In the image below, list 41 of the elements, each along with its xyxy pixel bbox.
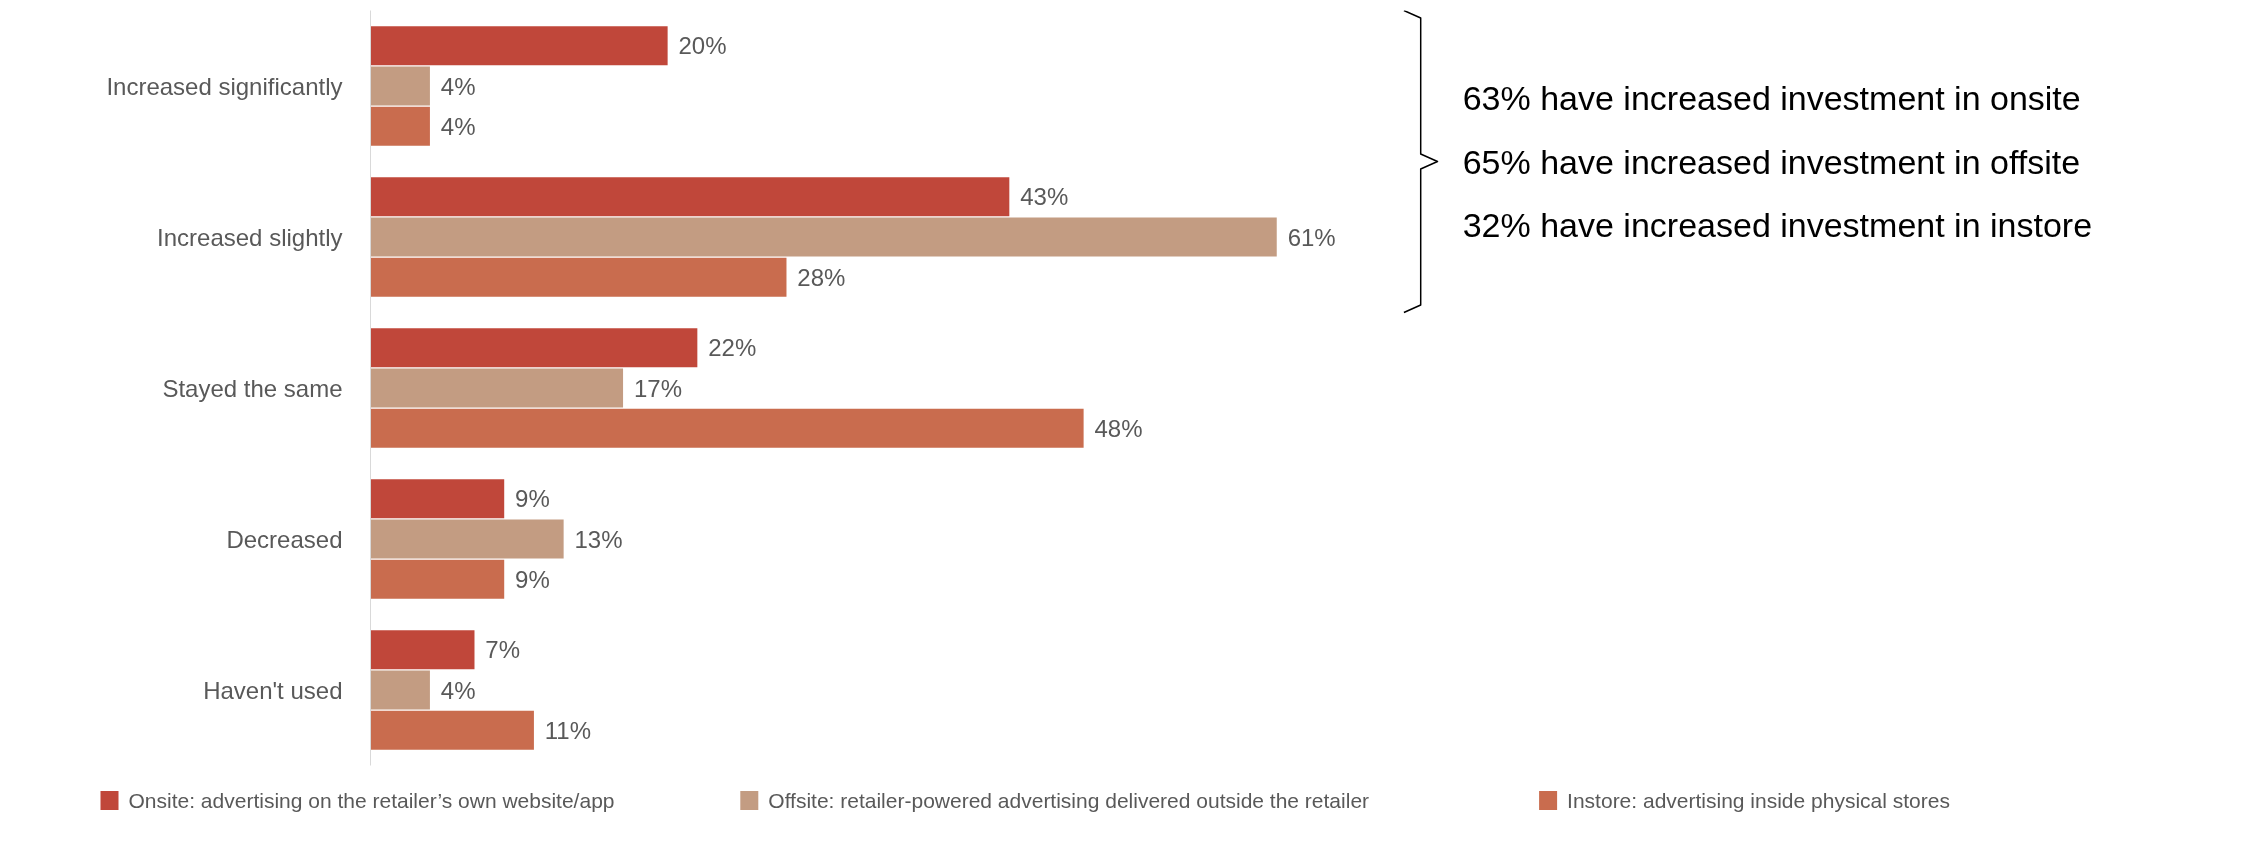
data-label: 11% [544,716,592,744]
bar [370,408,1084,448]
y-tick-label: Increased significantly [106,72,343,100]
bar [370,106,430,146]
bar [370,710,534,750]
y-tick-label: Increased slightly [157,223,343,251]
data-label: 43% [1020,183,1069,211]
data-label: 17% [633,374,682,402]
data-label: 9% [515,485,550,513]
legend-label: Onsite: advertising on the retailer’s own website/app [128,789,615,812]
data-label: 4% [440,72,476,100]
bar [370,630,475,670]
data-label: 7% [485,636,521,664]
bar [370,217,1277,257]
data-label: 4% [440,112,476,140]
bar [370,368,624,408]
y-tick-label: Decreased [226,525,343,553]
data-label: 22% [708,334,757,362]
bar [370,559,505,599]
bar [370,479,505,519]
data-label: 61% [1287,223,1336,251]
legend-label: Offsite: retailer-powered advertising delivered outside the retailer [768,789,1370,812]
data-label: 20% [678,32,727,60]
text: 65% have increased investment in offsite [1462,142,2081,181]
data-label: 9% [515,565,550,593]
y-tick-label: Stayed the same [162,374,343,402]
bar [370,328,698,368]
text: 63% have increased investment in onsite [1462,79,2081,118]
bar [370,177,1010,217]
data-label: 4% [440,676,476,704]
bar [370,66,430,106]
bar [370,26,668,66]
bar [370,670,430,710]
legend-label: Instore: advertising inside physical stores [1567,789,1950,812]
bar [370,257,787,297]
bar [370,519,564,559]
data-label: 48% [1094,414,1143,442]
text: 32% have increased investment in instore [1462,205,2093,244]
y-tick-label: Haven't used [203,676,343,704]
data-label: 28% [797,263,846,291]
data-label: 13% [574,525,623,553]
